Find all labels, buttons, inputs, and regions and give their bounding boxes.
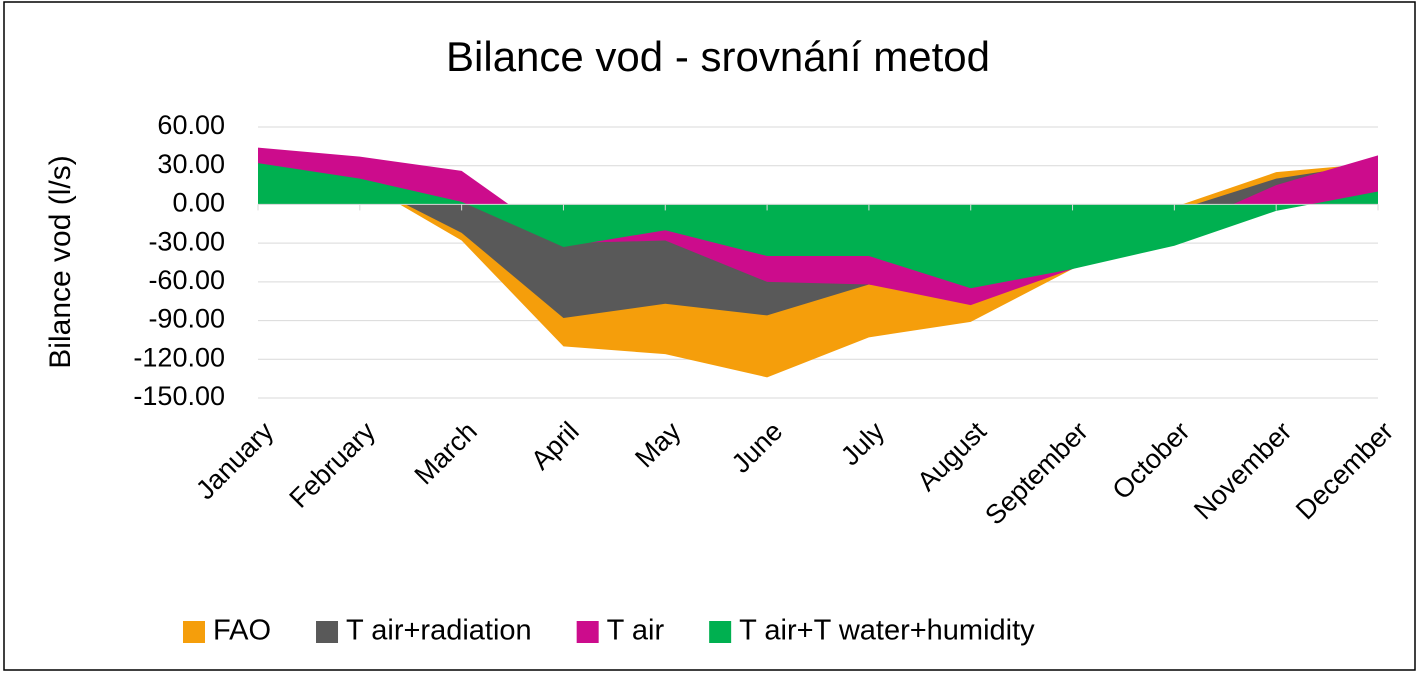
legend-swatch xyxy=(183,621,205,643)
y-tick-label: -30.00 xyxy=(148,226,225,256)
y-axis-label: Bilance vod (l/s) xyxy=(44,155,77,368)
legend-label: T air xyxy=(607,615,665,647)
y-tick-label: -90.00 xyxy=(148,304,225,334)
y-tick-label: -150.00 xyxy=(133,381,225,411)
area xyxy=(258,163,1378,289)
y-tick-label: -60.00 xyxy=(148,265,225,295)
chart-title: Bilance vod - srovnání metod xyxy=(446,33,990,80)
legend-swatch xyxy=(709,621,732,643)
y-tick-label: 0.00 xyxy=(172,188,225,218)
legend-swatch xyxy=(576,621,599,643)
y-tick-label: 30.00 xyxy=(157,149,225,179)
y-tick-label: 60.00 xyxy=(157,110,225,140)
legend-swatch xyxy=(316,621,339,643)
legend-label: FAO xyxy=(213,615,271,647)
legend-label: T air+radiation xyxy=(346,615,532,647)
legend-label: T air+T water+humidity xyxy=(739,615,1035,647)
y-tick-label: -120.00 xyxy=(133,342,225,372)
